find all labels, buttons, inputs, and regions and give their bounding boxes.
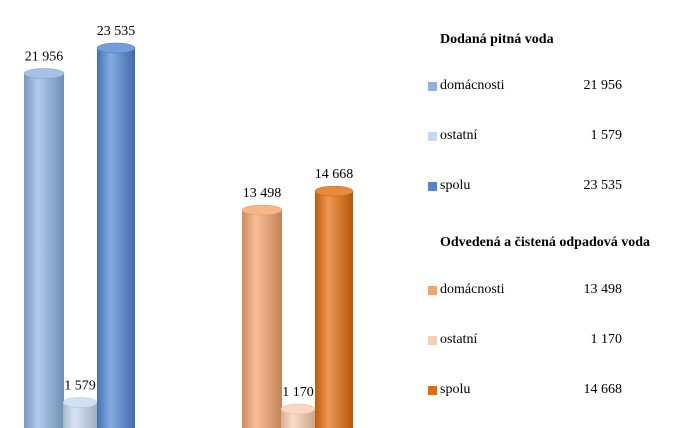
- legend-label: spolu: [440, 382, 471, 397]
- legend-label: domácnosti: [440, 78, 505, 93]
- bar-body: [281, 409, 315, 428]
- legend-value: 14 668: [583, 382, 623, 397]
- legend-heading: Dodaná pitná voda: [440, 32, 554, 47]
- legend-swatch: [428, 182, 437, 191]
- legend-value: 23 535: [583, 178, 623, 193]
- bar-body: [315, 191, 353, 428]
- bar: [280, 403, 316, 428]
- legend-label: ostatní: [440, 332, 478, 347]
- legend-label: ostatní: [440, 128, 478, 143]
- bar: [23, 68, 65, 428]
- data-label: 14 668: [315, 167, 354, 182]
- data-label: 23 535: [97, 24, 136, 39]
- legend-swatch: [428, 336, 437, 345]
- bar-body: [242, 210, 282, 428]
- bar: [96, 42, 136, 428]
- bar-top: [96, 42, 136, 54]
- bar-top: [241, 204, 283, 216]
- data-label: 1 170: [282, 385, 314, 400]
- legend-label: domácnosti: [440, 282, 505, 297]
- legend-swatch: [428, 386, 437, 395]
- legend-value: 21 956: [583, 78, 623, 93]
- bar-body: [24, 73, 64, 428]
- bar: [314, 185, 354, 428]
- legend-value: 13 498: [583, 282, 623, 297]
- bar-body: [97, 48, 135, 428]
- legend-swatch: [428, 82, 437, 91]
- legend-label: spolu: [440, 178, 471, 193]
- bar: [241, 204, 283, 428]
- bar: [62, 397, 98, 428]
- bar-top: [23, 68, 65, 79]
- bar-top: [314, 185, 354, 197]
- bar-top: [62, 397, 98, 408]
- legend-swatch: [428, 286, 437, 295]
- data-label: 13 498: [243, 186, 282, 201]
- legend-swatch: [428, 132, 437, 141]
- legend-heading: Odvedená a čistená odpadová voda: [440, 235, 651, 250]
- data-label: 1 579: [64, 379, 96, 394]
- bar-top: [280, 403, 316, 415]
- legend-value: 1 579: [590, 128, 623, 143]
- data-label: 21 956: [25, 49, 64, 64]
- legend-value: 1 170: [590, 332, 623, 347]
